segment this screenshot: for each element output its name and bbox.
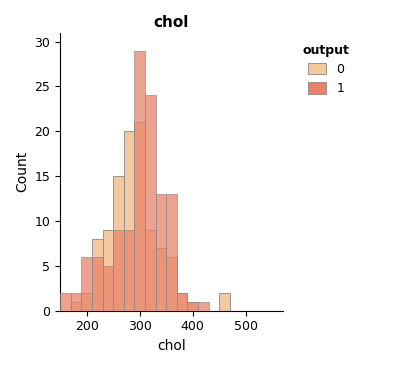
Bar <box>113 230 124 311</box>
Bar <box>187 302 198 311</box>
X-axis label: chol: chol <box>157 339 186 353</box>
Bar <box>156 248 166 311</box>
Bar <box>198 302 208 311</box>
Bar <box>219 293 230 311</box>
Bar <box>134 122 145 311</box>
Bar <box>293 302 304 311</box>
Y-axis label: Count: Count <box>15 151 29 192</box>
Bar <box>71 302 81 311</box>
Legend: 0, 1: 0, 1 <box>298 39 354 100</box>
Bar <box>92 257 102 311</box>
Bar <box>177 293 187 311</box>
Bar <box>71 293 81 311</box>
Bar <box>60 293 71 311</box>
Bar <box>81 257 92 311</box>
Bar <box>156 194 166 311</box>
Bar <box>166 194 177 311</box>
Bar <box>145 230 156 311</box>
Bar <box>187 302 198 311</box>
Bar <box>113 176 124 311</box>
Bar <box>134 50 145 311</box>
Bar <box>124 230 134 311</box>
Bar <box>166 257 177 311</box>
Bar <box>145 95 156 311</box>
Bar <box>102 266 113 311</box>
Bar <box>81 293 92 311</box>
Bar <box>92 239 102 311</box>
Bar <box>102 230 113 311</box>
Bar <box>124 131 134 311</box>
Title: chol: chol <box>154 15 189 30</box>
Bar <box>177 293 187 311</box>
